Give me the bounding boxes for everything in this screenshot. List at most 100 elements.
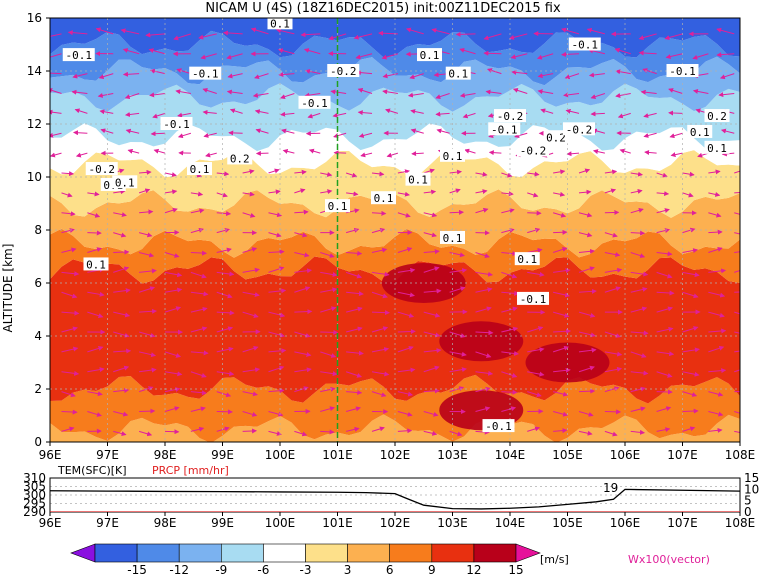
wind-vector [138, 386, 154, 393]
wind-vector [540, 108, 554, 114]
wind-vector [656, 427, 671, 433]
wind-vector [656, 306, 673, 313]
colorbar-swatch [431, 543, 475, 563]
x-tick-label: 103E [437, 448, 468, 462]
wind-vector [511, 69, 528, 75]
wind-vector [510, 53, 528, 60]
x-tick-label: 97E [96, 448, 119, 462]
wind-vector [124, 112, 140, 117]
contour-label: 0.1 [374, 192, 394, 205]
surface-x-tick-label: 102E [380, 516, 411, 530]
contour-label-box [568, 37, 601, 51]
wind-vector [139, 268, 157, 274]
wind-vector [61, 346, 79, 353]
wind-vector [139, 367, 157, 373]
wind-band [50, 18, 740, 58]
wind-vector [61, 391, 76, 398]
wind-vector [50, 152, 62, 158]
wind-vector [553, 169, 566, 175]
wind-vector [501, 350, 520, 356]
wind-vector [409, 73, 424, 80]
wind-vector [459, 92, 476, 98]
wind-vector [435, 93, 450, 100]
contour-label: -0.2 [330, 65, 357, 78]
colorbar-swatch [263, 543, 306, 563]
wind-vector [682, 326, 699, 333]
wind-vector [87, 212, 101, 218]
wind-vector [682, 227, 696, 234]
wind-vector [397, 428, 413, 434]
wind-vector [294, 367, 312, 373]
surface-x-tick-label: 104E [495, 516, 526, 530]
wind-vector [449, 386, 465, 393]
wind-vector [100, 128, 114, 134]
contour-label: 0.1 [86, 258, 106, 271]
wind-vector [190, 291, 209, 297]
wind-vector [656, 208, 670, 214]
wind-vector [268, 311, 286, 318]
wind-vector [294, 232, 308, 238]
wind-vector [642, 68, 657, 75]
wind-vector [656, 228, 671, 234]
wind-vector [346, 208, 360, 214]
wind-vector [345, 371, 363, 378]
wind-core [525, 342, 610, 383]
wind-vector [242, 391, 258, 397]
contour-label-box [514, 252, 540, 266]
wind-vector [592, 149, 605, 155]
wind-vector [242, 311, 259, 318]
wind-vector [216, 326, 234, 333]
tem-annotation: 19 [603, 481, 618, 495]
surface-x-tick-label: 105E [552, 516, 583, 530]
wind-vector [50, 132, 62, 138]
wind-vector [124, 93, 140, 100]
tem-label: TEM(SFC)[K] [57, 464, 127, 477]
wind-vector [73, 130, 88, 136]
wind-vector [734, 291, 740, 293]
wind-vector [164, 351, 182, 358]
surface-plot: TEM(SFC)[K] PRCP [mm/hr] 19 290295300305… [23, 464, 759, 530]
wind-vector [346, 390, 363, 395]
wind-vector [630, 351, 647, 358]
wind-vector [190, 390, 207, 396]
wind-vector [67, 30, 88, 36]
surface-left-tick-label: 290 [23, 505, 46, 519]
wind-vector [371, 291, 388, 299]
wind-vector [226, 89, 243, 95]
colorbar-swatch [347, 543, 391, 563]
surface-x-tick-label: 101E [322, 516, 353, 530]
wind-vector [423, 288, 442, 294]
colorbar-swatch [221, 543, 264, 563]
wind-vector [668, 88, 683, 95]
wind-vector [87, 367, 105, 373]
wind-vector [604, 169, 618, 175]
wind-vector [268, 232, 282, 238]
wind-vector [501, 326, 519, 333]
contour-label: 0.1 [270, 17, 290, 30]
wind-vector [371, 391, 387, 398]
wind-vector [304, 68, 321, 75]
wind-vector [345, 172, 358, 178]
contour-label-box [517, 143, 549, 157]
wind-vector [294, 309, 313, 315]
wind-vector [578, 331, 596, 338]
contour-label: -0.1 [66, 49, 93, 62]
wind-vector [449, 188, 461, 194]
wind-vector [61, 409, 78, 415]
contour-label: -0.1 [485, 420, 512, 433]
wind-vector [682, 248, 699, 254]
wind-vector [487, 68, 502, 75]
wind-vector [682, 171, 695, 177]
y-tick-label: 16 [27, 11, 42, 25]
wind-vector [371, 247, 388, 254]
wind-vector [216, 371, 235, 377]
wind-vector [604, 252, 621, 258]
colorbar-swatch [70, 543, 96, 563]
wind-vector [483, 33, 502, 41]
colorbar-swatch [94, 543, 138, 563]
contour-label-box [517, 291, 549, 305]
wind-vector [268, 189, 281, 195]
wind-vector [553, 291, 571, 298]
wind-vector [113, 232, 127, 238]
